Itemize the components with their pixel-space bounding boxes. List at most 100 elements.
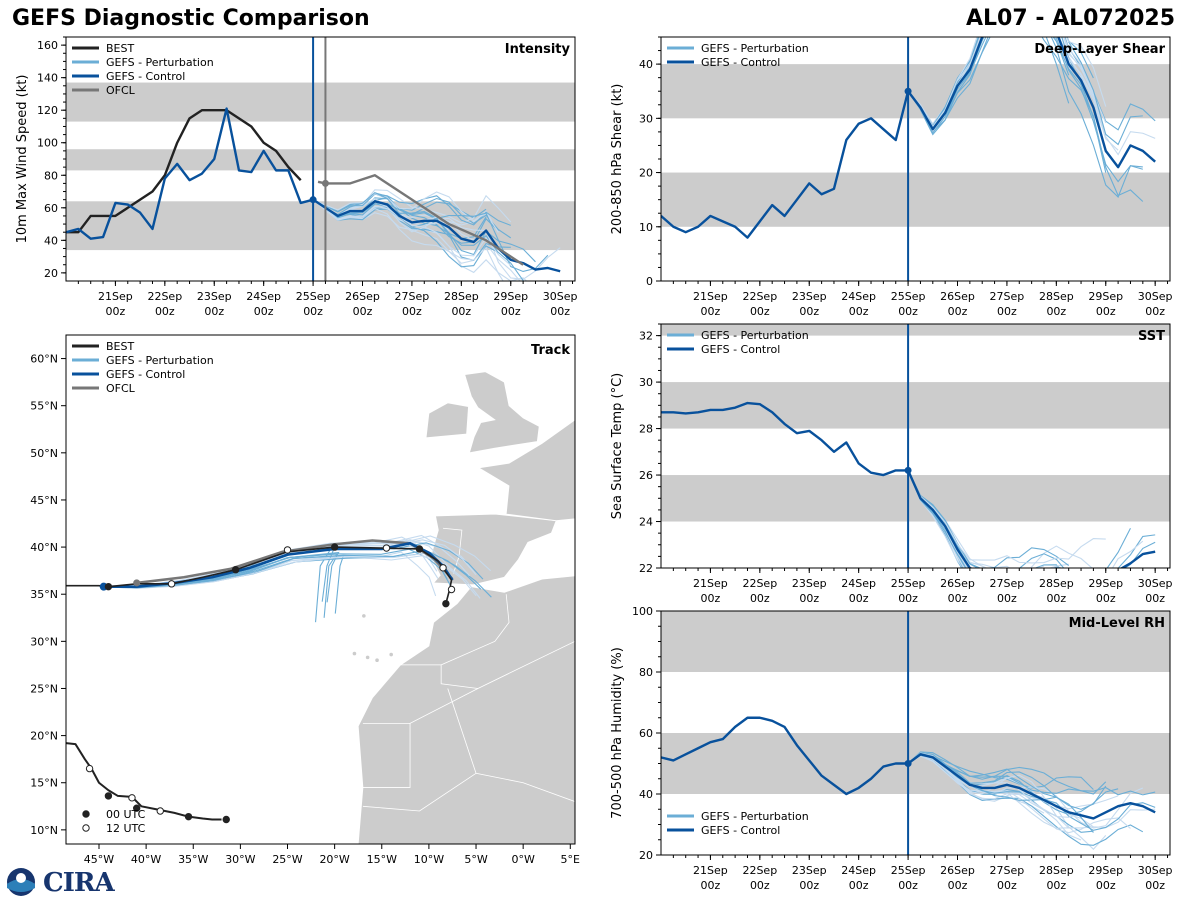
intensity-xtick-label: 00z <box>451 305 471 318</box>
rh-xtick-label: 21Sep <box>693 864 728 877</box>
shear-perturbation-line <box>907 37 1107 154</box>
intensity-legend-label: OFCL <box>106 84 136 97</box>
shear-xtick-label: 23Sep <box>792 290 827 303</box>
intensity-perturbation-line <box>312 199 511 262</box>
track-marker-legend-label: 00 UTC <box>106 808 146 821</box>
rh-ytick-label: 60 <box>639 727 653 740</box>
track-xtick-label: 40°W <box>131 853 161 866</box>
country-border <box>440 594 510 666</box>
land-island <box>389 652 393 657</box>
shear-xtick-label: 00z <box>799 305 819 318</box>
sst-xtick-label: 00z <box>997 592 1017 605</box>
sst-frame <box>660 323 1171 569</box>
track-legend-label: GEFS - Control <box>106 368 185 381</box>
best-track-line <box>66 742 222 821</box>
track-ytick-label: 15°N <box>30 777 58 790</box>
best-12utc-marker <box>447 585 456 594</box>
shear-xtick-label: 28Sep <box>1039 290 1074 303</box>
track-xtick-label: 45°W <box>84 853 114 866</box>
rh-perturbation-line <box>907 754 1144 846</box>
sst-xtick-label: 22Sep <box>742 577 777 590</box>
intensity-xtick-label: 21Sep <box>98 290 133 303</box>
rh-xtick-label: 00z <box>849 879 869 892</box>
track-marker-legend-label: 12 UTC <box>106 822 146 835</box>
rh-xtick-label: 00z <box>1096 879 1116 892</box>
shear-band <box>661 172 1170 227</box>
shear-ytick-label: 40 <box>639 58 653 71</box>
sst-xtick-label: 00z <box>701 592 721 605</box>
rh-ytick-label: 100 <box>632 605 653 618</box>
shear-xtick-label: 26Sep <box>940 290 975 303</box>
shear-xtick-label: 24Sep <box>841 290 876 303</box>
rh-xtick-label: 24Sep <box>841 864 876 877</box>
rh-title: Mid-Level RH <box>1069 616 1165 631</box>
best-00utc-marker <box>222 815 230 824</box>
country-border <box>362 723 411 788</box>
sst-perturbation-line <box>907 470 1106 564</box>
storm-id-title: AL07 - AL072025 <box>966 6 1175 31</box>
rh-xtick-label: 00z <box>997 879 1017 892</box>
intensity-xtick-label: 00z <box>254 305 274 318</box>
sst-xtick-label: 00z <box>1145 592 1165 605</box>
best-12utc-marker <box>439 564 447 572</box>
land-island <box>352 651 357 656</box>
sst-perturbation-line <box>907 470 964 568</box>
land-island <box>375 658 379 662</box>
shear-legend-label: GEFS - Perturbation <box>701 42 809 55</box>
track-frame <box>65 334 576 845</box>
track-title: Track <box>531 343 570 358</box>
sst-plot-area <box>661 324 1170 568</box>
shear-xtick-label: 27Sep <box>990 290 1025 303</box>
rh-legend-label: GEFS - Perturbation <box>701 810 809 823</box>
shear-xtick-label: 00z <box>701 305 721 318</box>
rh-xtick-label: 00z <box>898 879 918 892</box>
country-border <box>400 664 478 689</box>
rh-xtick-label: 00z <box>701 879 721 892</box>
sst-ytick-label: 26 <box>639 469 653 482</box>
shear-xtick-label: 00z <box>849 305 869 318</box>
shear-xtick-label: 00z <box>750 305 770 318</box>
intensity-init-marker <box>309 196 317 204</box>
sst-xtick-label: 00z <box>750 592 770 605</box>
intensity-xtick-label: 23Sep <box>197 290 232 303</box>
intensity-xtick-label: 27Sep <box>395 290 430 303</box>
intensity-xtick-label: 00z <box>106 305 126 318</box>
best-12utc-marker <box>128 794 136 802</box>
intensity-band <box>66 149 575 171</box>
shear-ytick-label: 0 <box>646 275 653 288</box>
track-ytick-label: 20°N <box>30 730 58 743</box>
intensity-xtick-label: 24Sep <box>246 290 281 303</box>
track-ytick-label: 25°N <box>30 682 58 695</box>
sst-xtick-label: 25Sep <box>891 577 926 590</box>
track-xtick-label: 35°W <box>178 853 208 866</box>
rh-xtick-label: 29Sep <box>1088 864 1123 877</box>
best-12utc-marker <box>283 546 292 554</box>
shear-ytick-label: 30 <box>639 112 653 125</box>
sst-xtick-label: 27Sep <box>990 577 1025 590</box>
rh-band <box>661 611 1170 672</box>
intensity-ytick-label: 140 <box>37 72 58 85</box>
rh-xtick-label: 00z <box>799 879 819 892</box>
best-00utc-marker <box>104 792 113 800</box>
track-ytick-label: 50°N <box>30 447 58 460</box>
intensity-xtick-label: 00z <box>155 305 175 318</box>
sst-band <box>661 382 1170 429</box>
sst-ylabel: Sea Surface Temp (°C) <box>610 373 625 520</box>
best-00utc-marker <box>330 543 339 551</box>
best-00utc-marker <box>132 804 141 812</box>
intensity-perturbation-line <box>312 189 512 224</box>
sst-xtick-label: 28Sep <box>1039 577 1074 590</box>
sst-title: SST <box>1138 329 1165 344</box>
intensity-xtick-label: 00z <box>550 305 570 318</box>
track-ytick-label: 55°N <box>30 400 58 413</box>
intensity-ytick-label: 80 <box>44 169 58 182</box>
intensity-ofcl-marker <box>321 179 329 187</box>
intensity-xtick-label: 00z <box>501 305 521 318</box>
country-border <box>362 640 575 724</box>
track-ytick-label: 10°N <box>30 824 58 837</box>
shear-xtick-label: 00z <box>898 305 918 318</box>
intensity-legend-label: BEST <box>106 42 134 55</box>
sst-xtick-label: 30Sep <box>1138 577 1173 590</box>
sst-ytick-label: 28 <box>639 423 653 436</box>
